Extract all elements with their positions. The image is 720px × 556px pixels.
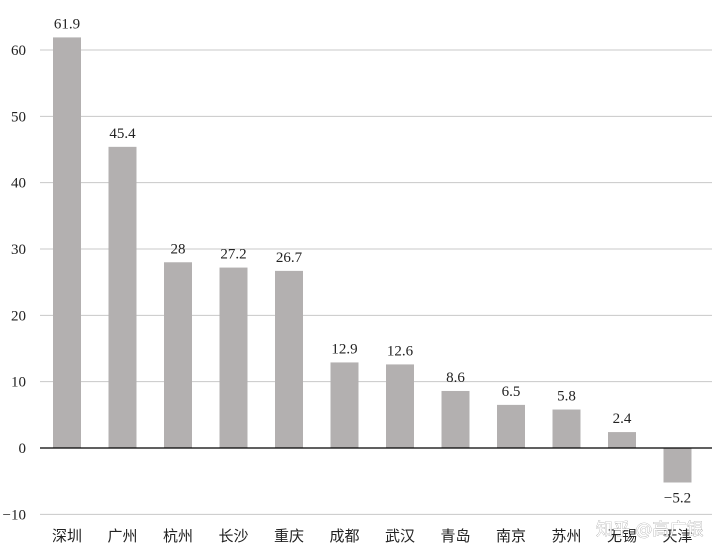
- category-label-0: 深圳: [52, 527, 82, 545]
- category-label-7: 青岛: [440, 527, 470, 545]
- y-tick-label: 40: [11, 176, 26, 192]
- category-label-8: 南京: [496, 527, 526, 545]
- category-label-4: 重庆: [274, 527, 304, 545]
- bar-3: [219, 267, 248, 448]
- bar-4: [275, 270, 303, 448]
- grid-lines: [40, 49, 712, 515]
- data-label-0: 61.9: [54, 16, 80, 32]
- bar-5: [330, 362, 359, 448]
- bar-2: [164, 262, 192, 448]
- category-label-10: 无锡: [607, 527, 637, 545]
- x-axis-category-labels: 深圳 广州 杭州 长沙 重庆 成都 武汉 青岛 南京 苏州 无锡 天津: [52, 527, 693, 545]
- category-label-2: 杭州: [163, 527, 193, 545]
- y-tick-label: 50: [11, 109, 26, 125]
- y-tick-label: 60: [11, 43, 26, 59]
- data-label-3: 27.2: [220, 247, 246, 263]
- y-axis-tick-labels: 60 50 40 30 20 10 0 −10: [3, 43, 26, 523]
- data-label-1: 45.4: [109, 126, 136, 142]
- y-tick-label: 10: [11, 375, 26, 391]
- bar-6: [386, 364, 414, 448]
- data-label-10: 2.4: [613, 411, 632, 427]
- data-label-4: 26.7: [276, 250, 303, 266]
- data-label-6: 12.6: [387, 343, 414, 359]
- watermark: 知乎 @高广银: [596, 520, 703, 540]
- y-tick-label: −10: [3, 507, 26, 523]
- y-tick-label: 20: [11, 308, 26, 324]
- y-tick-label: 0: [19, 441, 27, 457]
- data-labels: 61.9 45.4 28 27.2 26.7 12.9 12.6 8.6 6.5 5.8 2.4 −5…: [54, 16, 691, 506]
- category-label-5: 成都: [329, 527, 359, 545]
- bar-1: [108, 146, 137, 448]
- category-label-1: 广州: [107, 527, 137, 545]
- category-label-9: 苏州: [551, 527, 581, 545]
- data-label-11: −5.2: [664, 490, 691, 506]
- category-label-11: 天津: [662, 527, 692, 545]
- data-label-9: 5.8: [557, 389, 576, 405]
- bar-10: [608, 432, 636, 448]
- bars: [53, 37, 692, 483]
- y-tick-label: 30: [11, 242, 26, 258]
- category-label-3: 长沙: [218, 527, 248, 545]
- bar-9: [552, 409, 581, 448]
- data-label-8: 6.5: [502, 384, 521, 400]
- data-label-5: 12.9: [331, 341, 357, 357]
- bar-11: [663, 448, 692, 483]
- bar-0: [53, 37, 81, 448]
- bar-8: [497, 404, 525, 448]
- data-label-2: 28: [171, 241, 186, 257]
- category-label-6: 武汉: [385, 527, 415, 545]
- data-label-7: 8.6: [446, 370, 465, 386]
- bar-7: [441, 390, 470, 448]
